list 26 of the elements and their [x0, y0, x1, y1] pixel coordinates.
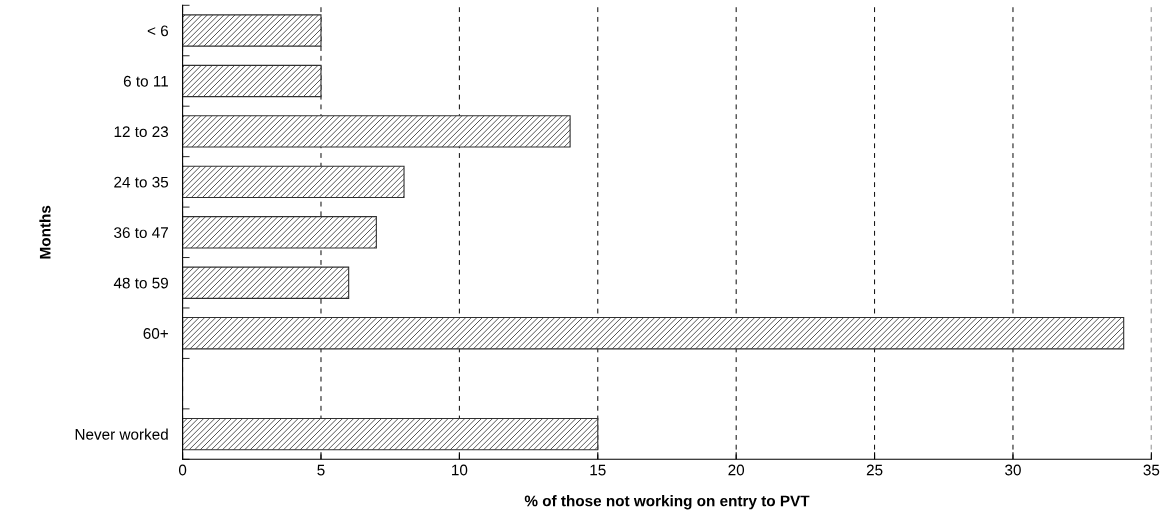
x-axis-title: % of those not working on entry to PVT — [524, 495, 810, 510]
bar — [182, 115, 571, 148]
bar — [182, 14, 322, 47]
y-tick-label: 48 to 59 — [113, 277, 168, 289]
x-tick-label: 20 — [728, 464, 745, 476]
y-tick-label: 36 to 47 — [114, 227, 168, 238]
bar — [182, 417, 599, 451]
x-tick-label: 35 — [1143, 464, 1160, 476]
y-tick-label: 60+ — [143, 328, 168, 339]
bar — [182, 266, 350, 299]
y-tick-label: 6 to 11 — [123, 75, 168, 87]
x-tick-label: 5 — [317, 464, 325, 476]
y-tick-label: 24 to 35 — [114, 176, 169, 188]
bar — [182, 317, 1125, 350]
y-tick-label: 12 to 23 — [114, 126, 169, 138]
bar — [182, 216, 377, 249]
bar — [182, 64, 322, 98]
y-tick-label: Never worked — [75, 428, 168, 440]
x-tick-label: 15 — [590, 464, 606, 476]
y-axis-title: Months — [39, 205, 51, 259]
bar — [182, 165, 405, 199]
x-tick-label: 30 — [1005, 464, 1021, 476]
x-tick-label: 10 — [452, 464, 468, 476]
y-tick-label: < 6 — [147, 25, 169, 37]
x-tick-label: 0 — [178, 464, 187, 476]
x-tick-label: 25 — [866, 464, 883, 476]
